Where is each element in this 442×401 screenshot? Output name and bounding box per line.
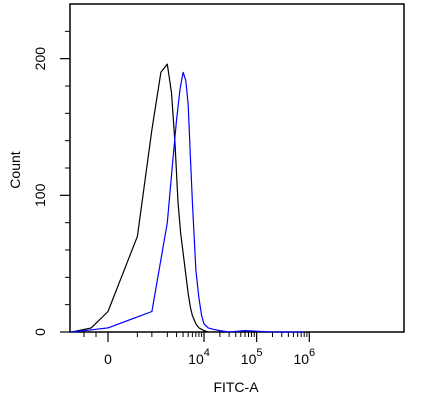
x-tick-label: 105	[241, 347, 263, 367]
x-tick-label: 0	[104, 351, 112, 367]
y-axis-title: Count	[7, 151, 23, 188]
x-tick-exponent: 5	[256, 347, 262, 359]
x-tick-exponent: 6	[309, 347, 315, 359]
axis-ticks: 0 104 105 106 0 100 200	[32, 30, 315, 367]
y-tick-label: 0	[32, 328, 48, 336]
histogram-series-2	[71, 71, 305, 333]
x-tick-label: 106	[293, 347, 315, 367]
histogram-series-1	[71, 63, 209, 333]
x-tick-label: 104	[188, 347, 210, 367]
histogram-curves	[71, 63, 305, 333]
x-tick-exponent: 4	[204, 347, 210, 359]
y-tick-label: 200	[32, 47, 48, 71]
plot-frame	[69, 3, 405, 333]
axis-labels: FITC-A Count	[7, 151, 259, 395]
y-tick-label: 100	[32, 183, 48, 207]
x-axis-title: FITC-A	[213, 379, 259, 395]
plot-border	[69, 3, 405, 333]
